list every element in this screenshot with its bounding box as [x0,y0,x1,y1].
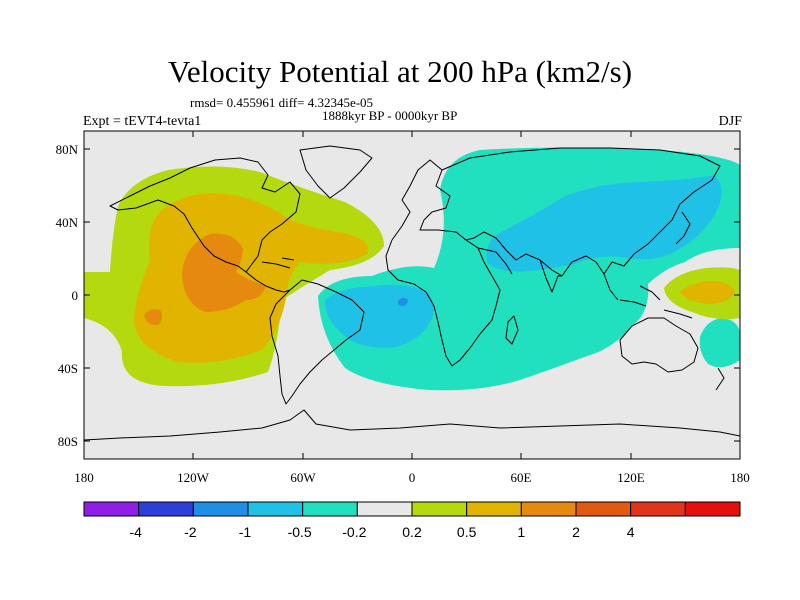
x-tick-label: 120W [177,470,210,485]
colorbar-box [302,501,358,517]
colorbar-label: 4 [627,524,635,540]
y-tick-label: 80N [56,142,79,157]
contour-teal-southwest-pacific [699,318,740,368]
coastline-southeast-asia [603,273,693,319]
x-axis-major-ticks [83,453,741,459]
x-tick-label: 60E [511,470,532,485]
contour-orange-core [182,233,266,312]
coastline-greenland [299,145,373,199]
coastline-caribbean [261,257,295,269]
colorbar-label: -1 [239,524,252,540]
colorbar-label: 0.2 [402,524,422,540]
colorbar-label: 1 [517,524,525,540]
season-label: DJF [718,114,742,129]
y-tick-label: 40N [56,215,79,230]
coastline-arabia-india [477,247,562,293]
y-tick-label: 40S [58,361,78,376]
coastline-japan [675,211,691,245]
contour-light-blue-asia [486,175,722,272]
coastline-madagascar [505,315,519,345]
colorbar-box [83,501,140,517]
contour-light-orange-americas [134,193,369,363]
colorbar-box [684,501,741,517]
period-label: 1888kyr BP - 0000kyr BP [322,108,458,123]
coastline-central-america [245,271,291,293]
colorbar-boxes [83,501,741,517]
x-tick-label: 180 [730,470,750,485]
x-tick-label: 0 [409,470,416,485]
colorbar-box [138,501,194,517]
colorbar-label: 0.5 [457,524,477,540]
colorbar-label: 2 [572,524,580,540]
colorbar-box [630,501,686,517]
y-axis-major-ticks [84,148,740,442]
colorbar-box [356,501,413,517]
y-tick-label: 0 [72,288,79,303]
y-tick-label: 80S [58,434,78,449]
contour-blue-dot [397,297,408,306]
colorbar-box [192,501,249,517]
colorbar-label: -0.2 [342,524,366,540]
x-axis-top-ticks [192,131,632,137]
colorbar-box [411,501,468,517]
colorbar-labels: -4 -2 -1 -0.5 -0.2 0.2 0.5 1 2 4 [129,524,634,540]
rmsd-diff-label: rmsd= 0.455961 diff= 4.32345e-05 [190,95,374,110]
coastlines [84,145,740,441]
x-tick-label: 60W [290,470,316,485]
experiment-label: Expt = tEVT4-tevta1 [83,114,202,129]
plot-title: Velocity Potential at 200 hPa (km2/s) [167,54,633,89]
coastline-north-america [109,157,301,273]
contour-orange-dot [144,309,163,326]
x-axis-labels: 180 120W 60W 0 60E 120E 180 [74,470,750,485]
coastline-australia [619,317,699,373]
colorbar-box [466,501,522,517]
coastline-antarctica [84,409,740,441]
colorbar-label: -0.5 [288,524,312,540]
colorbar-label: -2 [184,524,197,540]
colorbar-label: -4 [129,524,142,540]
coastline-new-zealand [715,367,725,391]
y-axis-labels: 80N 40N 0 40S 80S [56,142,79,449]
colorbar: -4 -2 -1 -0.5 -0.2 0.2 0.5 1 2 4 [83,501,741,540]
coastline-asia [441,147,721,277]
x-tick-label: 180 [74,470,94,485]
colorbar-box [575,501,632,517]
coastline-south-america [269,279,365,405]
colorbar-box [247,501,304,517]
colorbar-box [520,501,577,517]
x-tick-label: 120E [617,470,645,485]
contour-light-orange-west-pacific [680,281,735,304]
map-axis-ticks [83,131,741,459]
map-panel [84,131,740,459]
